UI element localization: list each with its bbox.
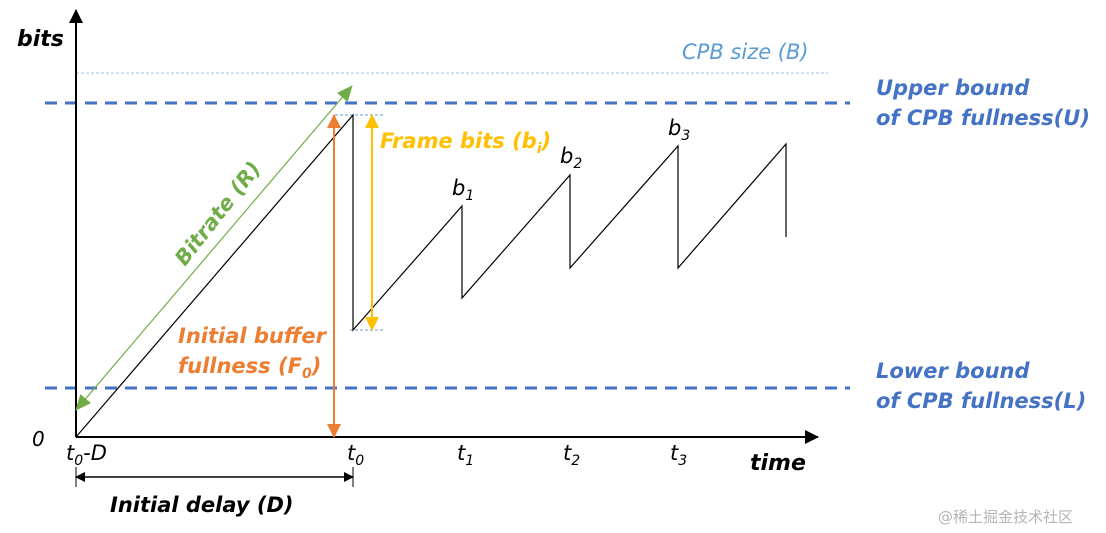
y-axis-label: bits: [17, 27, 64, 52]
origin-label: 0: [32, 427, 45, 451]
tick-t2: t2: [563, 441, 580, 469]
tick-t0: t0: [347, 441, 364, 469]
upper-bound-label-1: Upper bound: [876, 76, 1030, 100]
frame-bits-label: Frame bits (bi): [380, 129, 551, 157]
initial-delay-label: Initial delay (D): [110, 493, 294, 517]
bitrate-arrow: [75, 85, 353, 411]
bitrate-label: Bitrate (R): [170, 157, 266, 270]
initial-fullness-label-1: Initial buffer: [178, 324, 328, 348]
watermark: @稀土掘金技术社区: [938, 508, 1073, 526]
tick-t3: t3: [670, 441, 687, 469]
initial-fullness-label-2: fullness (F0): [178, 354, 321, 382]
lower-bound-label-1: Lower bound: [876, 359, 1030, 383]
upper-bound-label-2: of CPB fullness(U): [876, 106, 1090, 130]
peak-b1: b1: [452, 176, 474, 204]
peak-b3: b3: [668, 116, 690, 144]
tick-t0-minus-d: t0-D: [66, 441, 107, 469]
lower-bound-label-2: of CPB fullness(L): [876, 389, 1086, 413]
tick-t1: t1: [457, 441, 474, 469]
x-axis-label: time: [750, 451, 806, 476]
cpb-size-label: CPB size (B): [682, 40, 809, 64]
peak-b2: b2: [560, 144, 582, 172]
buffer-fullness-curve: [75, 113, 787, 438]
